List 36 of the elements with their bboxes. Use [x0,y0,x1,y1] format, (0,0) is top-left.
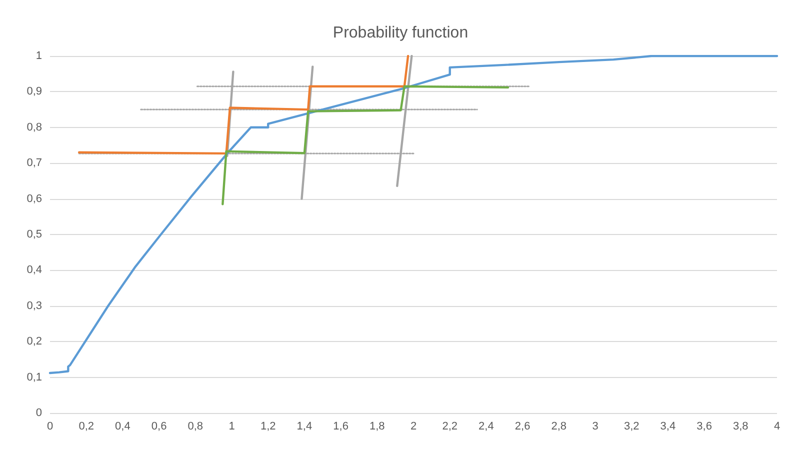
y-tick-label: 0,5 [26,228,42,240]
y-tick-label: 0,8 [26,121,42,134]
x-tick-label: 2,6 [514,420,530,432]
x-tick-label: 1 [228,420,235,432]
line-series [78,54,410,155]
x-tick-label: 0,6 [151,420,167,432]
x-tick-label: 3,6 [696,420,712,432]
chart-title: Probability function [332,24,468,42]
y-tick-label: 0,7 [26,157,42,170]
x-tick-label: 1,2 [260,420,276,432]
x-tick-label: 2,4 [478,420,494,432]
x-tick-label: 1,6 [333,420,348,432]
x-tick-label: 1,4 [296,420,312,432]
y-tick-label: 0,4 [26,264,42,276]
line-series [48,54,778,374]
x-tick-label: 3 [592,420,598,432]
x-tick-label: 3,4 [660,420,676,432]
x-tick-label: 0,2 [78,420,94,432]
x-tick-label: 2,8 [551,420,567,432]
x-tick-label: 0 [46,420,54,432]
y-tick-label: 1 [36,50,42,62]
x-tick-label: 3,2 [624,420,640,432]
y-tick-label: 0,3 [26,300,42,312]
y-tick-label: 0,1 [26,371,42,384]
x-tick-label: 2,2 [442,420,458,432]
y-tick-label: 0,9 [26,86,42,98]
x-tick-label: 0,4 [115,420,130,432]
x-tick-label: 4 [774,420,780,432]
x-tick-label: 2 [410,420,417,432]
x-tick-label: 1,8 [370,420,385,432]
y-tick-label: 0,2 [26,336,42,348]
line-series [222,85,510,206]
y-tick-label: 0,6 [26,192,42,205]
x-tick-label: 3,8 [733,420,748,432]
x-tick-label: 0,8 [188,420,204,432]
y-tick-label: 0 [36,407,42,419]
